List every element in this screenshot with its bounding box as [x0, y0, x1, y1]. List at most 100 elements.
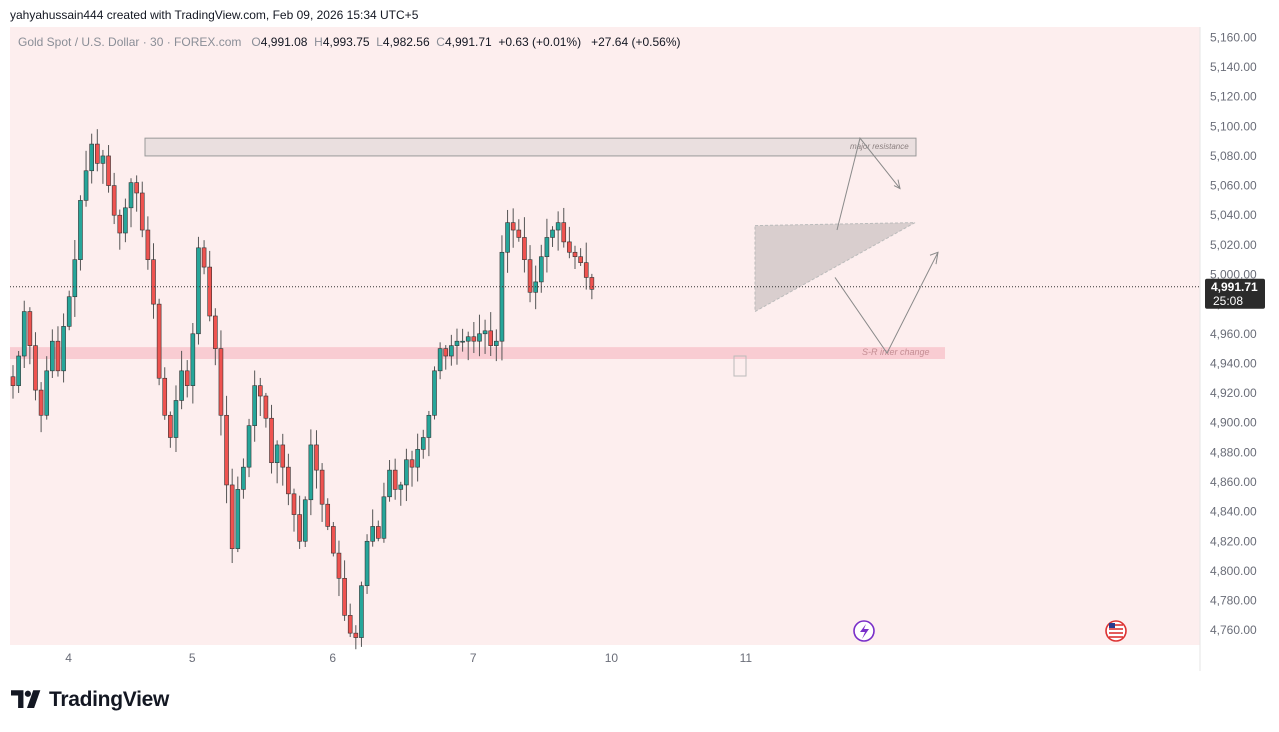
- candle-body: [229, 484, 235, 549]
- x-tick-label: 4: [65, 651, 72, 665]
- candle-body: [415, 449, 420, 468]
- brand-name: TradingView: [49, 688, 170, 711]
- triangle-pattern[interactable]: [754, 222, 916, 313]
- candle-body: [499, 251, 505, 342]
- candle-body: [179, 370, 184, 401]
- candle-body: [274, 444, 280, 464]
- candle-body: [583, 262, 589, 278]
- candle-body: [196, 247, 201, 335]
- candle-body: [38, 389, 44, 416]
- candle-body: [302, 499, 308, 542]
- candle-body: [72, 259, 78, 298]
- symbol-label: Gold Spot / U.S. Dollar · 30 · FOREX.com: [18, 35, 242, 49]
- candle-body: [145, 229, 151, 260]
- candle-body: [325, 503, 331, 527]
- tradingview-logo-icon: [11, 690, 41, 708]
- candle-body: [162, 377, 168, 416]
- resistance-zone-label: major resistance: [850, 142, 909, 151]
- candle-body: [241, 466, 246, 490]
- price-chart[interactable]: 5,160.00 5,140.00 5,120.00 5,100.00 5,080.00…: [10, 27, 1269, 671]
- x-tick-label: 10: [605, 651, 619, 665]
- candle-body: [409, 459, 415, 468]
- candle-body: [432, 370, 437, 416]
- candle-body: [83, 170, 89, 201]
- candle-body: [235, 489, 241, 549]
- candle-body: [134, 182, 139, 194]
- bullish-projection-arrow[interactable]: [836, 137, 901, 231]
- open-value: 4,991.08: [260, 35, 308, 49]
- tradingview-logo[interactable]: TradingView: [11, 688, 169, 712]
- candle-body: [78, 200, 83, 260]
- y-tick-label: 4,920.00: [1210, 386, 1257, 400]
- candle-body: [359, 585, 364, 638]
- candle-body: [89, 143, 94, 172]
- bearish-projection-arrow[interactable]: [834, 252, 939, 355]
- countdown-timer: 25:08: [1213, 294, 1243, 308]
- x-tick-label: 5: [189, 651, 196, 665]
- candle-body: [460, 340, 465, 343]
- candle-body: [213, 315, 218, 349]
- candle-body: [314, 444, 319, 471]
- candle-body: [173, 400, 179, 438]
- change-value-2: +27.64 (+0.56%): [591, 35, 681, 49]
- candle-body: [297, 514, 302, 542]
- candle-body: [218, 348, 224, 416]
- current-price-badge[interactable]: [1205, 278, 1265, 309]
- candle-body: [353, 632, 359, 638]
- x-tick-label: 7: [470, 651, 477, 665]
- candle-body: [111, 185, 117, 216]
- candle-body: [190, 333, 196, 386]
- candle-body: [420, 437, 426, 450]
- bearish-arrow-head[interactable]: [929, 251, 939, 265]
- candle-body: [269, 417, 274, 464]
- candle-body: [550, 229, 555, 238]
- candle-body: [589, 277, 595, 290]
- candle-body: [139, 192, 145, 231]
- candle-body: [21, 311, 27, 357]
- candle-body: [61, 326, 66, 372]
- candle-body: [286, 466, 291, 495]
- candle-body: [426, 414, 432, 438]
- y-tick-label: 4,860.00: [1210, 475, 1257, 489]
- candle-body: [342, 578, 347, 616]
- candle-body: [123, 207, 128, 234]
- candle-body: [488, 330, 494, 346]
- candle-body: [443, 348, 449, 357]
- y-tick-label: 4,840.00: [1210, 505, 1257, 519]
- sr-zone[interactable]: [10, 347, 945, 359]
- lightning-glyph-icon: [860, 624, 869, 639]
- candle-body: [201, 247, 207, 268]
- candle-body: [308, 444, 314, 501]
- candle-body: [27, 311, 33, 346]
- candle-body: [477, 333, 482, 342]
- candle-body: [471, 336, 477, 342]
- candle-body: [347, 615, 353, 634]
- y-tick-label: 5,060.00: [1210, 179, 1257, 193]
- candle-body: [510, 222, 516, 231]
- candle-body: [392, 469, 398, 490]
- candle-body: [364, 540, 370, 587]
- resistance-zone[interactable]: [144, 137, 917, 157]
- low-label: L: [376, 35, 383, 49]
- y-tick-label: 5,140.00: [1210, 60, 1257, 74]
- low-value: 4,982.56: [382, 35, 430, 49]
- candle-body: [106, 155, 111, 186]
- candle-body: [482, 330, 488, 335]
- chart-area[interactable]: 5,160.00 5,140.00 5,120.00 5,100.00 5,080.00…: [10, 27, 1269, 671]
- bullish-arrow-head[interactable]: [893, 179, 901, 190]
- candle-body: [184, 370, 190, 386]
- candle-body: [505, 222, 510, 253]
- candle-body: [319, 469, 325, 505]
- candle-body: [168, 414, 173, 438]
- attribution-header: yahyahussain444 created with TradingView…: [10, 8, 419, 22]
- candle-body: [449, 345, 454, 357]
- candle-body: [538, 256, 544, 283]
- candle-body: [128, 182, 134, 209]
- candle-body: [370, 526, 375, 542]
- candle-body: [207, 266, 212, 317]
- candle-body: [280, 444, 286, 468]
- candle-body: [55, 340, 61, 372]
- sr-zone-label: S-R inter change: [862, 347, 930, 357]
- candle-body: [578, 256, 583, 263]
- candle-body: [331, 526, 336, 554]
